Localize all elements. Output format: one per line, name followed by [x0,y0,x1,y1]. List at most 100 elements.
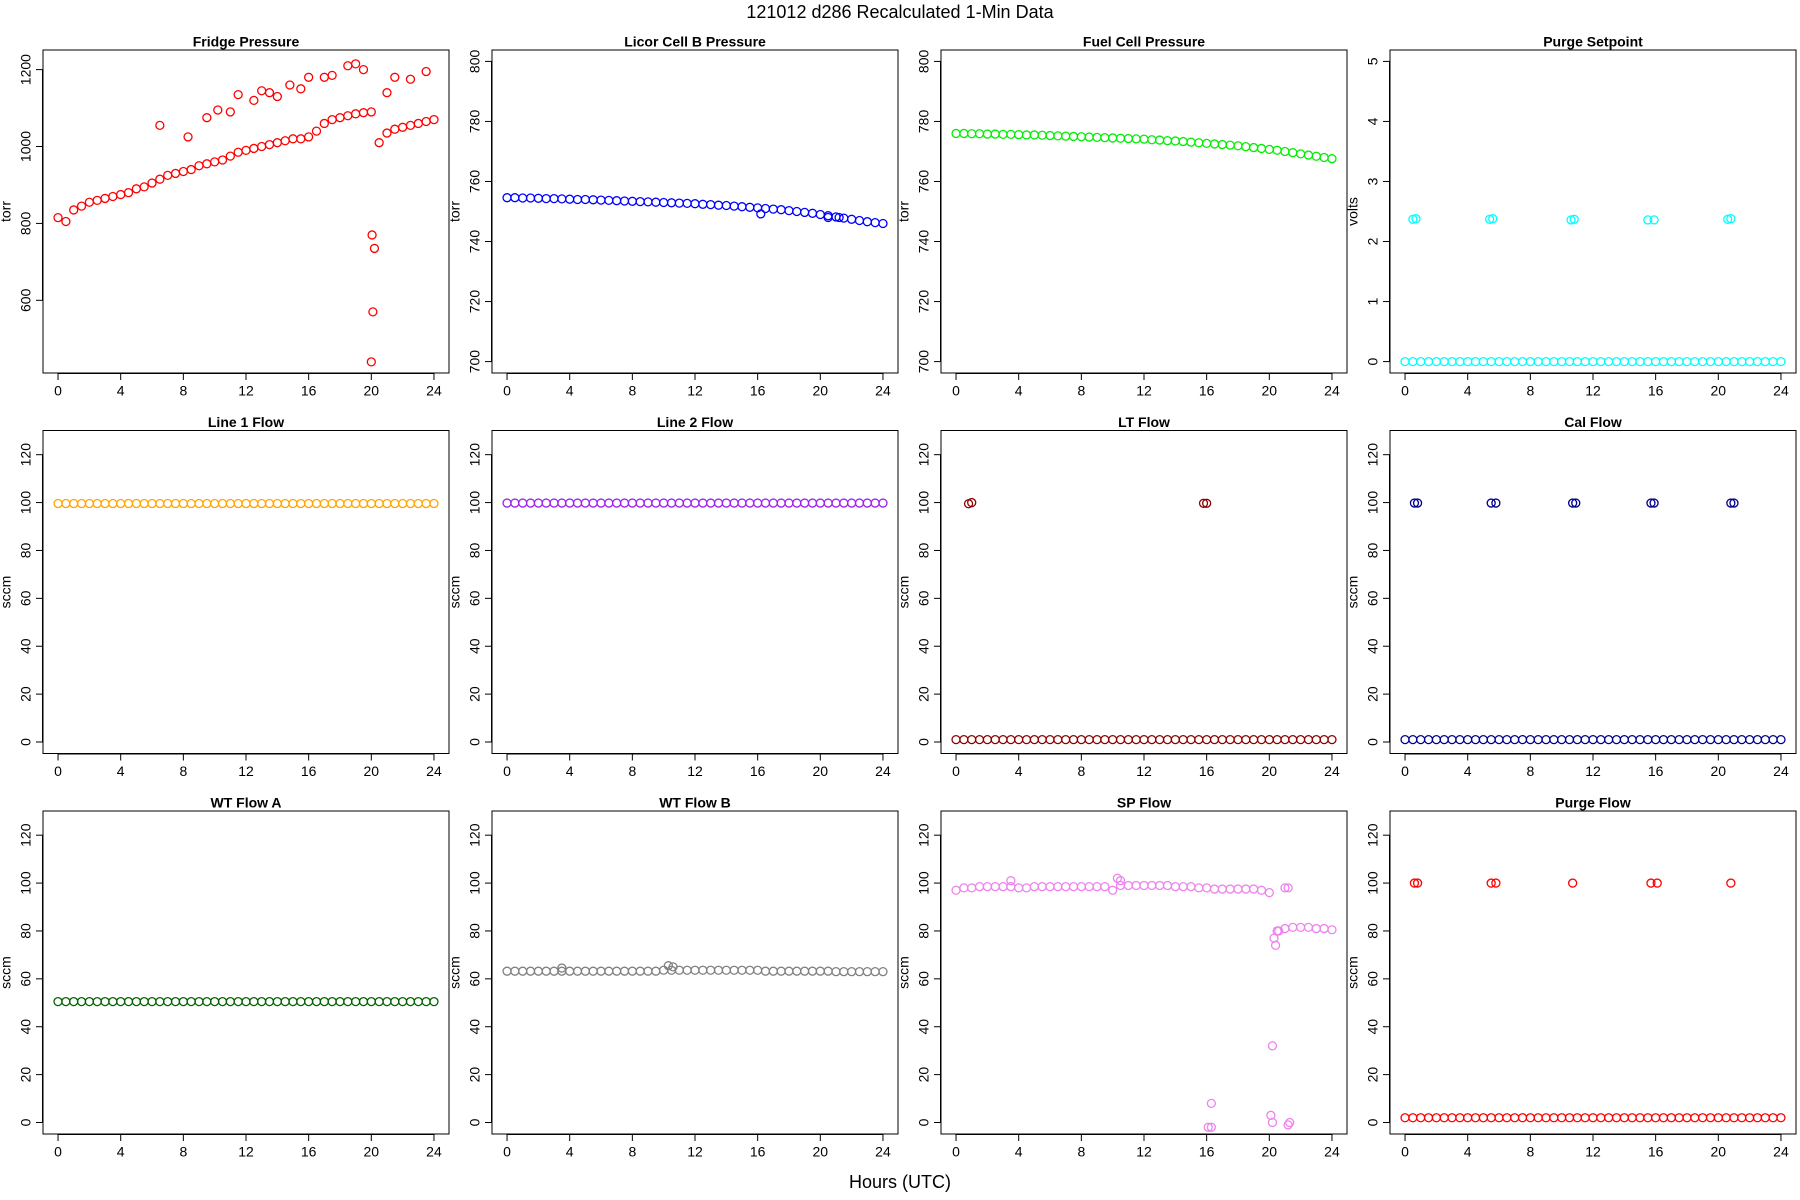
y-tick-label: 100 [467,491,483,515]
x-tick-label: 20 [364,383,380,399]
data-point [1061,882,1071,892]
data-point [635,196,645,207]
data-point [1014,734,1024,745]
data-point [1412,878,1423,888]
x-tick-label: 12 [687,1144,703,1160]
data-point [1006,876,1016,886]
data-point [163,996,173,1007]
data-point [1721,734,1731,745]
data-point [799,207,810,218]
data-point [194,498,204,509]
data-point [776,966,786,976]
data-point [92,498,102,509]
data-point [1721,356,1731,367]
data-point [382,88,392,98]
x-tick-label: 0 [54,763,62,779]
data-point [367,230,377,240]
data-point [350,109,361,119]
data-point [288,498,298,509]
y-tick-label: 60 [467,590,483,606]
data-point [870,498,880,508]
data-point [1486,878,1496,888]
y-axis-label: sccm [447,576,463,609]
y-axis-label: volts [1345,197,1361,226]
panel-title: Line 2 Flow [657,414,733,430]
x-tick-label: 20 [1262,1144,1278,1160]
data-point [831,967,841,977]
data-point [510,498,520,508]
x-tick-label: 20 [813,1144,829,1160]
y-tick-label: 1 [1365,297,1381,305]
data-point [343,111,353,121]
data-point [1690,734,1700,745]
data-point [390,996,400,1007]
data-point [588,966,598,976]
data-point [405,996,416,1007]
y-tick-label: 120 [1365,823,1381,847]
data-point [1611,734,1622,745]
data-point [651,966,661,976]
data-point [69,996,79,1007]
data-point [1666,1113,1676,1123]
data-point [1147,734,1157,745]
data-point [1202,498,1212,508]
y-tick-label: 600 [18,288,34,312]
data-point [366,357,376,367]
y-tick-label: 0 [1365,1118,1381,1126]
data-point [1045,130,1055,141]
data-point [1092,132,1102,143]
data-point [429,498,439,509]
data-point [745,202,755,212]
data-point [604,966,614,976]
y-tick-label: 60 [18,590,34,606]
x-tick-label: 12 [238,1144,254,1160]
y-tick-label: 0 [467,738,483,746]
data-point [1029,882,1040,892]
data-point [1045,882,1055,892]
data-point [61,996,71,1007]
x-tick-label: 16 [1648,383,1664,399]
data-point [421,996,431,1007]
data-point [390,498,400,509]
x-tick-label: 0 [503,383,511,399]
data-point [366,107,376,117]
data-point [807,498,818,508]
data-point [116,498,126,509]
data-point [233,996,243,1007]
y-tick-label: 0 [467,1118,483,1126]
data-point [1295,922,1306,933]
data-point [674,198,684,208]
data-point [1478,356,1489,367]
data-point [131,996,142,1007]
y-tick-label: 2 [1365,237,1381,245]
data-point [643,966,653,976]
data-point [998,882,1008,892]
data-point [1588,1113,1598,1123]
data-point [69,498,79,509]
data-point [1635,734,1645,745]
data-point [366,498,376,509]
data-point [525,966,536,976]
data-point [1295,149,1306,159]
data-point [698,199,708,209]
data-point [1619,356,1629,367]
x-tick-label: 8 [628,383,636,399]
data-point [217,996,228,1007]
data-point [76,201,87,211]
data-point [1295,734,1306,745]
x-axis-label: Hours (UTC) [849,1172,951,1192]
data-point [1525,356,1535,367]
y-tick-label: 80 [18,542,34,558]
x-tick-label: 20 [1262,763,1278,779]
data-point [304,498,314,509]
panel-title: Purge Flow [1555,795,1631,811]
y-tick-label: 0 [916,738,932,746]
data-point [666,498,677,508]
y-tick-label: 700 [916,350,932,374]
data-point [217,498,228,509]
data-point [1014,130,1024,140]
y-tick-label: 100 [1365,491,1381,515]
data-point [194,161,204,171]
x-tick-label: 12 [1585,1144,1601,1160]
data-point [1486,498,1496,508]
